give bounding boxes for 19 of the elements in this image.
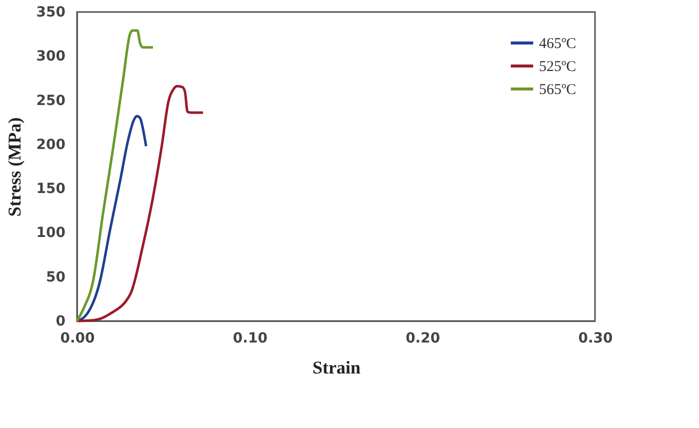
y-tick-label: 150 [36,181,66,198]
y-tick-label: 100 [36,225,66,242]
x-tick-label: 0.10 [232,330,268,346]
legend-label: 525ºC [539,59,576,75]
legend-label: 565ºC [539,82,576,98]
y-tick-label: 200 [36,136,66,153]
y-tick-label: 350 [36,4,66,20]
y-tick-label: 300 [36,48,66,65]
x-tick-label: 0.20 [406,330,440,346]
line-series [76,84,204,322]
x-axis-title: Strain [312,358,361,378]
y-tick-label: 250 [36,92,66,109]
x-tick-label: 0.30 [578,330,614,346]
y-tick-label: 50 [46,269,66,286]
y-tick-label: 0 [56,314,66,330]
line-series [76,29,154,322]
y-axis-title: Stress (MPa) [4,117,24,217]
legend-label: 465ºC [539,36,576,52]
x-tick-label: 0.00 [60,330,96,346]
